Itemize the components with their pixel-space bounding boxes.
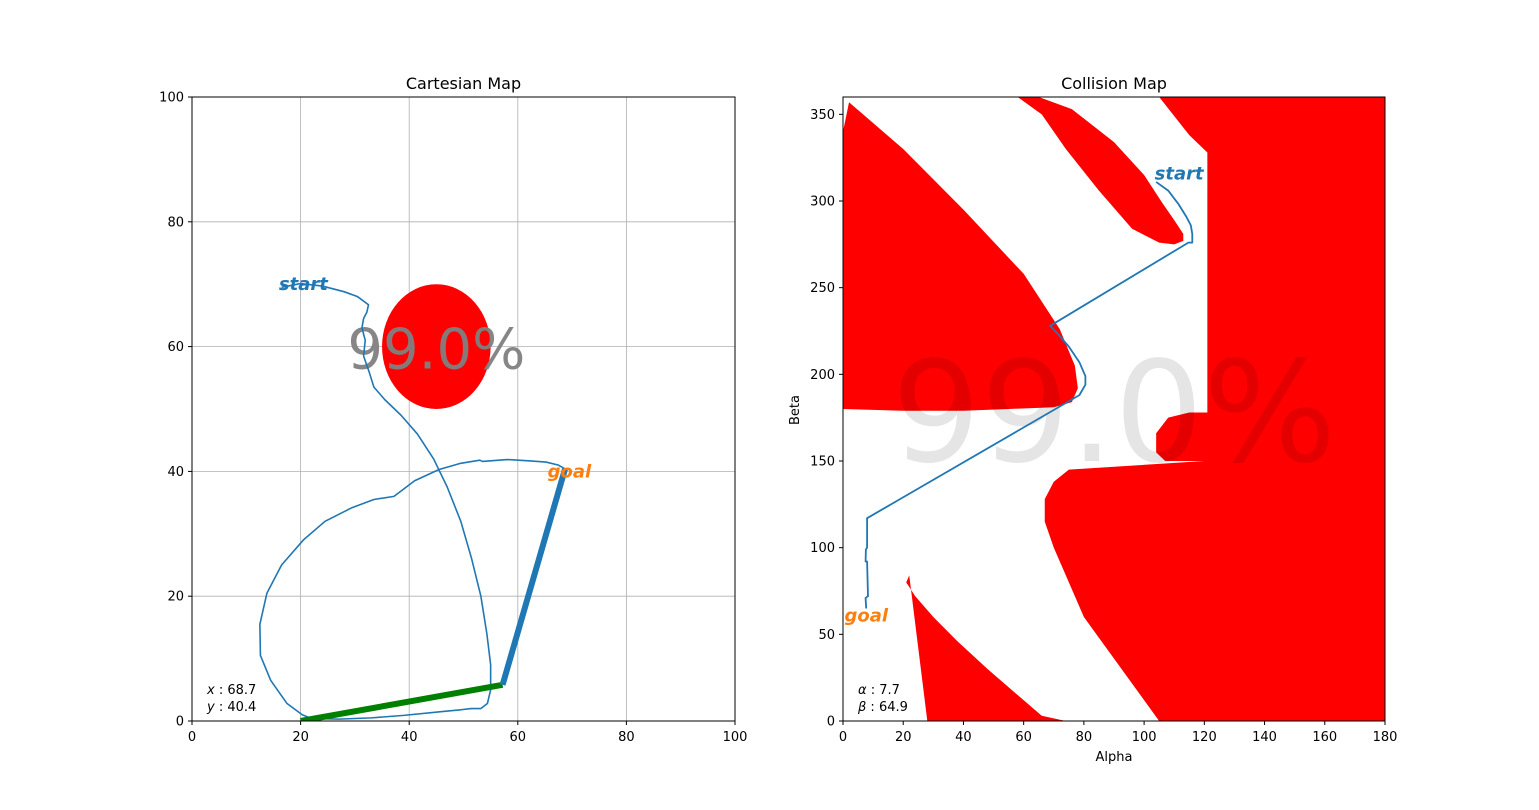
collision-region-right-block (1044, 97, 1385, 721)
x-tick-label: 100 (723, 730, 748, 745)
y-tick-label: 0 (176, 715, 184, 730)
collision-readout-beta: β : 64.9 (857, 700, 908, 715)
x-tick-label: 140 (1252, 730, 1277, 745)
cartesian-readout-y-name: y (206, 700, 215, 715)
arm-link-2 (499, 468, 568, 686)
collision-y-ticks: 0 50 100 150 200 250 300 350 (810, 108, 843, 730)
x-tick-label: 40 (401, 730, 418, 745)
collision-title: Collision Map (1061, 74, 1167, 93)
x-tick-label: 0 (188, 730, 196, 745)
cartesian-axes-frame (191, 96, 736, 722)
collision-progress-overlay: 99.0% (892, 332, 1337, 495)
cartesian-start-label: start (279, 274, 329, 295)
collision-region-lower-lobe (906, 575, 1075, 721)
collision-axes-frame (842, 96, 1386, 722)
collision-map-axes: 99.0% start goal 0 20 40 60 80 100 120 140 160 18… (788, 74, 1397, 765)
y-tick-label: 100 (810, 541, 835, 556)
x-tick-label: 180 (1373, 730, 1398, 745)
cartesian-goal-label: goal (548, 461, 592, 482)
x-tick-label: 20 (292, 730, 309, 745)
x-tick-label: 80 (618, 730, 635, 745)
cartesian-y-ticks: 0 20 40 60 80 100 (159, 91, 192, 730)
y-tick-label: 40 (167, 465, 184, 480)
cartesian-trajectory-line (259, 282, 566, 720)
y-tick-label: 60 (167, 340, 184, 355)
collision-readout-alpha: α : 7.7 (858, 683, 900, 698)
x-tick-label: 160 (1312, 730, 1337, 745)
collision-y-axis-label: Beta (788, 395, 803, 425)
y-tick-label: 100 (159, 91, 184, 106)
y-tick-label: 80 (167, 215, 184, 230)
collision-goal-label: goal (845, 605, 889, 626)
x-tick-label: 80 (1076, 730, 1093, 745)
collision-trajectory-line (864, 181, 1194, 609)
cartesian-map-axes: 99.0% start goal 0 20 40 60 80 100 0 20 40 60 80 1… (159, 74, 747, 745)
cartesian-readout-x: x : 68.7 (206, 683, 256, 698)
collision-readout-alpha-name: α (858, 683, 867, 698)
cartesian-readout-x-name: x (206, 683, 215, 698)
collision-readout-alpha-value: 7.7 (879, 683, 900, 698)
x-tick-label: 0 (839, 730, 847, 745)
x-tick-label: 20 (895, 730, 912, 745)
cartesian-progress-overlay: 99.0% (347, 317, 525, 382)
cartesian-obstacle (382, 284, 491, 409)
y-tick-label: 50 (818, 628, 835, 643)
collision-region-upper-left-band (843, 102, 1078, 411)
y-tick-label: 20 (167, 590, 184, 605)
x-tick-label: 60 (510, 730, 527, 745)
arm-link-1 (300, 681, 504, 721)
y-tick-label: 250 (810, 281, 835, 296)
y-tick-label: 350 (810, 108, 835, 123)
cartesian-readout-y-value: 40.4 (227, 700, 256, 715)
x-tick-label: 120 (1192, 730, 1217, 745)
cartesian-readout-x-value: 68.7 (227, 683, 256, 698)
cartesian-x-ticks: 0 20 40 60 80 100 (188, 721, 748, 745)
collision-regions (843, 97, 1385, 721)
y-tick-label: 200 (810, 368, 835, 383)
cartesian-plot-area (192, 97, 735, 721)
x-tick-label: 60 (1015, 730, 1032, 745)
y-tick-label: 150 (810, 455, 835, 470)
collision-x-axis-label: Alpha (1096, 750, 1133, 765)
cartesian-title: Cartesian Map (406, 74, 521, 93)
x-tick-label: 40 (955, 730, 972, 745)
collision-start-label: start (1155, 163, 1205, 184)
x-tick-label: 100 (1132, 730, 1157, 745)
collision-region-upper-lobe (1017, 97, 1184, 245)
y-tick-label: 300 (810, 195, 835, 210)
collision-x-ticks: 0 20 40 60 80 100 120 140 160 180 (839, 721, 1398, 745)
cartesian-readout-y: y : 40.4 (206, 700, 256, 715)
collision-readout-beta-value: 64.9 (879, 700, 908, 715)
collision-readout-beta-name: β (857, 700, 866, 715)
y-tick-label: 0 (827, 715, 835, 730)
